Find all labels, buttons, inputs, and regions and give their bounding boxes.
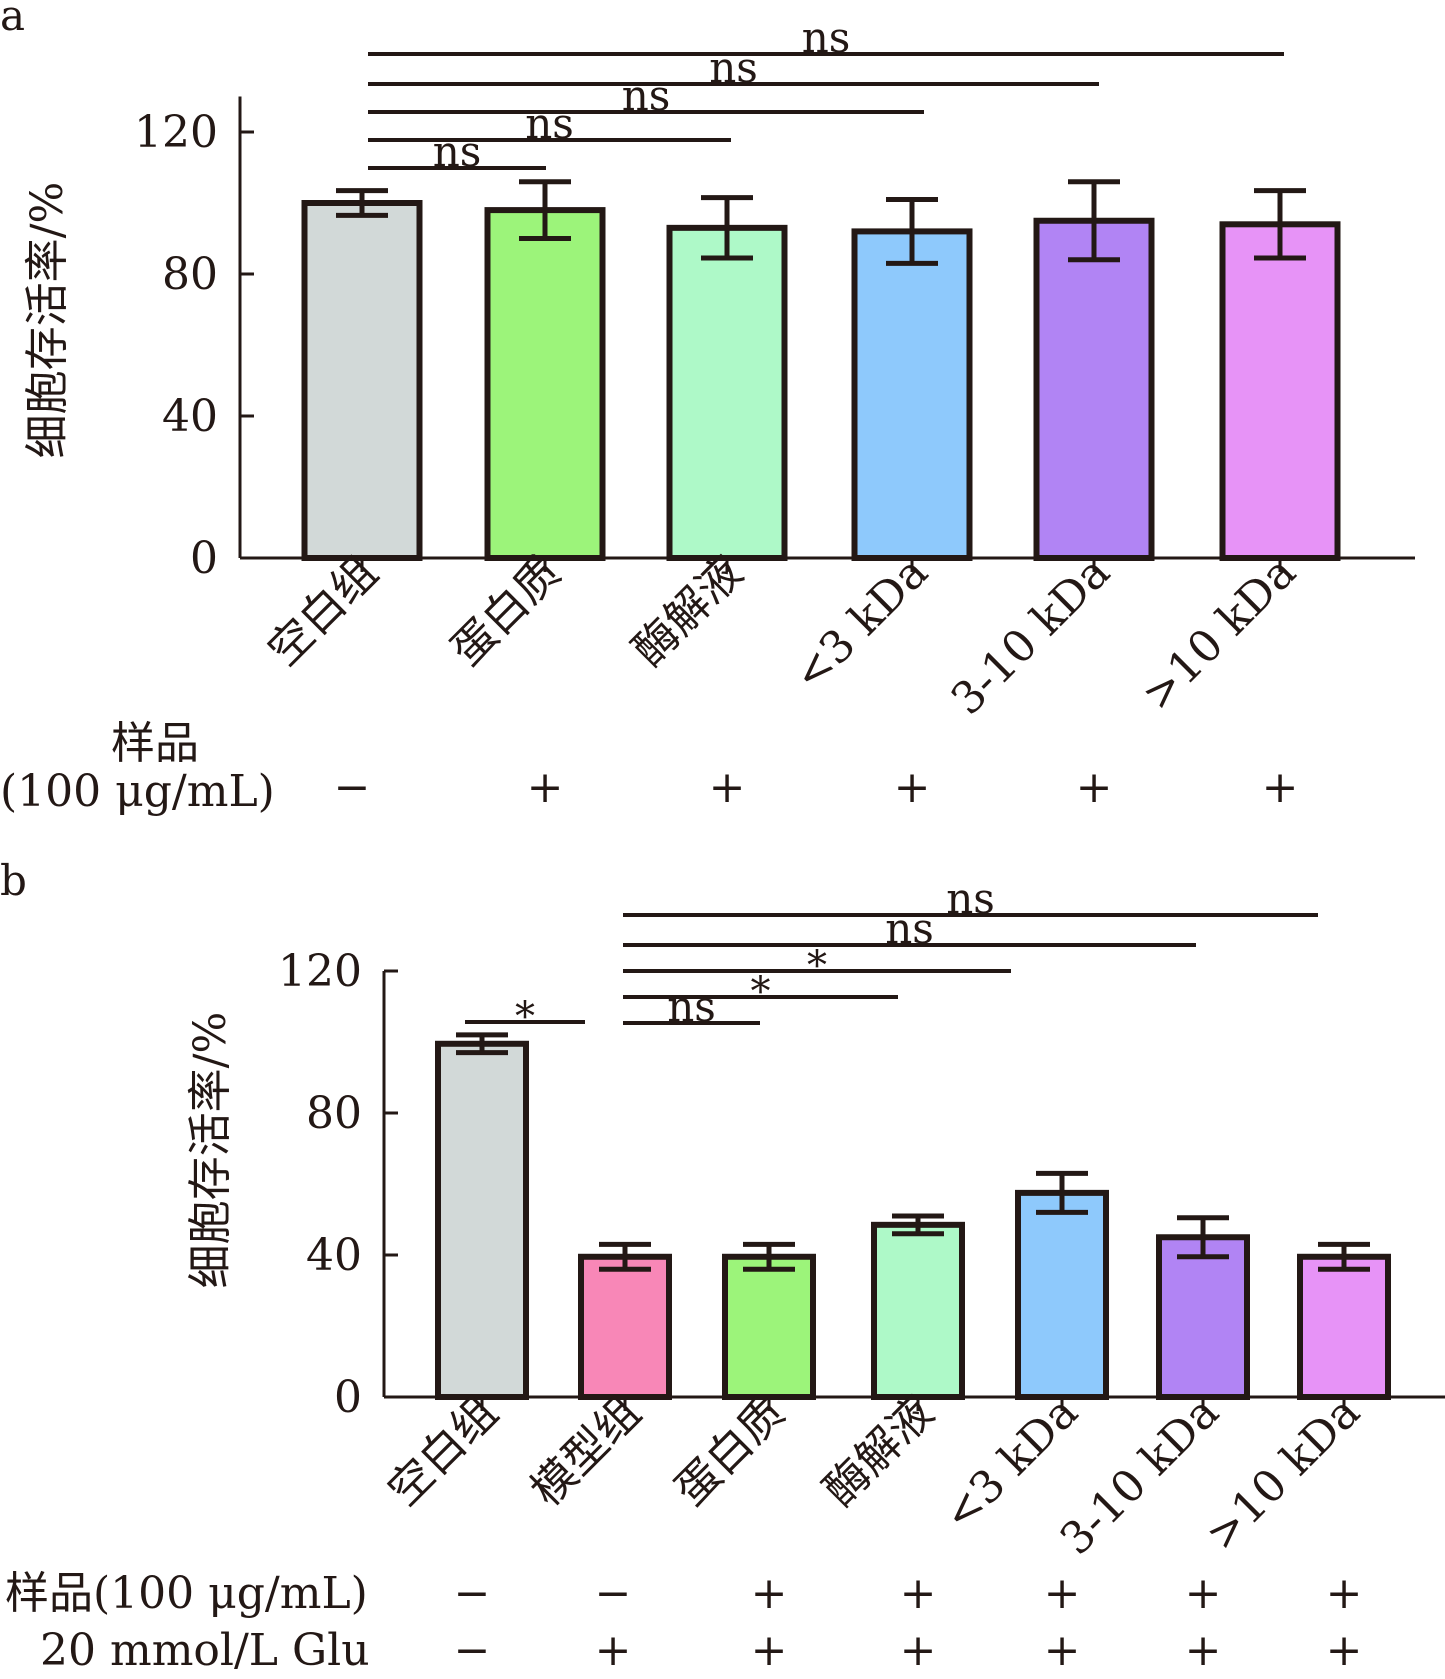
treatment-label: 样品 [111, 718, 199, 769]
treatment-sign: − [334, 762, 371, 813]
treatment-sign: + [709, 762, 746, 813]
treatment-sign: + [894, 762, 931, 813]
significance-label: * [751, 969, 771, 1015]
significance-label: ns [709, 43, 758, 92]
panel-b-letter: b [0, 856, 27, 905]
y-tick-label: 0 [334, 1372, 362, 1423]
y-tick-label: 0 [190, 533, 218, 584]
treatment-sign: + [1044, 1625, 1081, 1676]
category-label: 空白组 [258, 547, 387, 676]
treatment-sign: + [751, 1568, 788, 1619]
bar [578, 1253, 672, 1401]
category-label: 酶解液 [623, 547, 752, 676]
bar [1156, 1234, 1250, 1400]
bar [1033, 217, 1155, 561]
treatment-label: (100 μg/mL) [0, 766, 275, 817]
treatment-sign: + [595, 1625, 632, 1676]
significance-label: ns [667, 982, 716, 1031]
bar [666, 224, 788, 561]
treatment-sign: + [1185, 1625, 1222, 1676]
significance-label: ns [802, 13, 851, 62]
category-label: 模型组 [521, 1387, 650, 1516]
category-label: >10 kDa [1196, 1387, 1370, 1561]
y-axis-title: 细胞存活率/% [185, 1012, 236, 1289]
treatment-sign: + [1044, 1568, 1081, 1619]
panel-a-letter: a [0, 0, 25, 40]
bar [1219, 221, 1341, 562]
bar [851, 228, 973, 561]
bar [871, 1221, 965, 1400]
bar [722, 1253, 816, 1401]
treatment-sign: − [454, 1625, 491, 1676]
significance-label: * [515, 994, 535, 1040]
significance-label: * [807, 943, 827, 989]
treatment-sign: + [527, 762, 564, 813]
category-label: 蛋白质 [665, 1387, 794, 1516]
significance-label: ns [622, 71, 671, 120]
category-label: 空白组 [378, 1387, 507, 1516]
category-label: 酶解液 [814, 1387, 943, 1516]
category-label: 3-10 kDa [942, 547, 1120, 725]
significance-label: ns [946, 874, 995, 923]
treatment-label: 20 mmol/L Glu [40, 1625, 370, 1676]
treatment-sign: + [1076, 762, 1113, 813]
y-tick-label: 40 [162, 391, 218, 442]
treatment-sign: + [751, 1625, 788, 1676]
y-tick-label: 120 [134, 107, 218, 158]
treatment-label: 样品(100 μg/mL) [5, 1568, 368, 1619]
treatment-sign: + [1326, 1625, 1363, 1676]
significance-label: ns [525, 99, 574, 148]
bar [435, 1040, 529, 1401]
significance-label: ns [885, 904, 934, 953]
y-tick-label: 120 [278, 946, 362, 997]
panel-a-chart: a 0 40 80 120 细胞存活率/% 空白组 蛋白质 酶解液 <3 kDa 3-10 kDa… [0, 0, 1415, 817]
treatment-sign: + [1185, 1568, 1222, 1619]
category-label: <3 kDa [784, 547, 938, 701]
y-tick-label: 80 [162, 249, 218, 300]
y-tick-label: 80 [306, 1088, 362, 1139]
bar [1297, 1253, 1391, 1401]
bar [1015, 1189, 1109, 1400]
treatment-sign: + [900, 1625, 937, 1676]
treatment-sign: + [900, 1568, 937, 1619]
significance-label: ns [433, 127, 482, 176]
y-axis-title: 细胞存活率/% [22, 182, 73, 459]
bar [484, 207, 606, 561]
y-tick-label: 40 [306, 1230, 362, 1281]
bar [301, 200, 423, 561]
treatment-sign: + [1262, 762, 1299, 813]
treatment-sign: − [595, 1568, 632, 1619]
treatment-sign: − [454, 1568, 491, 1619]
category-label: 蛋白质 [441, 547, 570, 676]
treatment-sign: + [1326, 1568, 1363, 1619]
category-label: >10 kDa [1132, 547, 1306, 721]
